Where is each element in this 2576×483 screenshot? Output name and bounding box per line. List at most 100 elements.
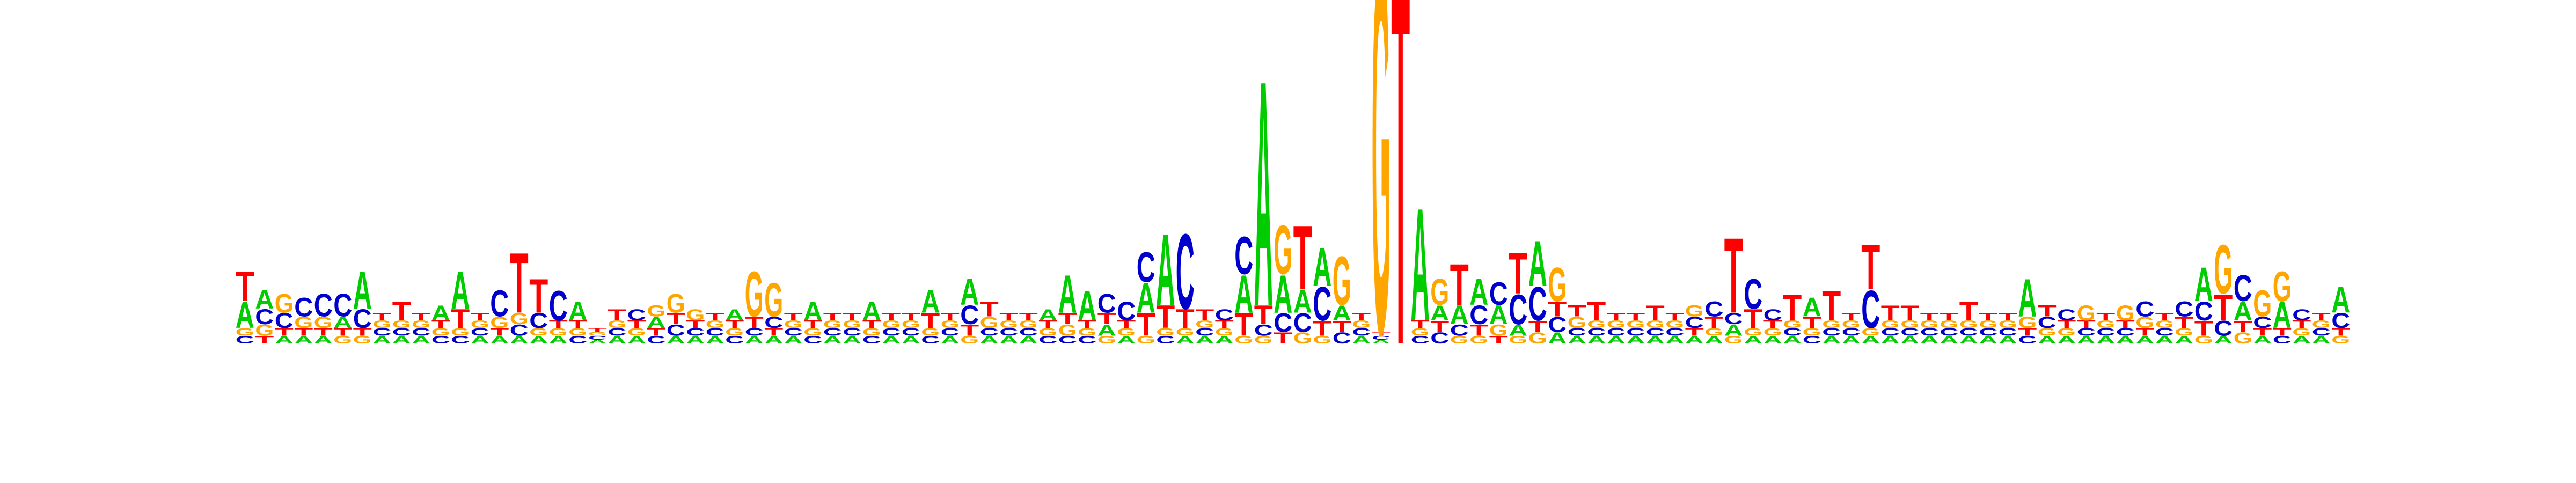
logo-letter-c: C <box>549 282 568 330</box>
logo-letter-c: C <box>1254 321 1273 339</box>
logo-letter-a: A <box>823 334 842 346</box>
logo-letter-c: C <box>588 335 607 341</box>
logo-letter-a: A <box>2253 334 2272 346</box>
logo-columns: CGATTGCAATCGATGCATGCGTACGTCAACGTACGTACGT… <box>236 0 2351 458</box>
logo-letter-c: C <box>2331 309 2350 333</box>
logo-letter-t: T <box>1842 311 1861 323</box>
logo-letter-g: G <box>2253 283 2272 325</box>
logo-letter-a: A <box>2135 334 2154 346</box>
logo-letter-a: A <box>1548 328 1567 347</box>
logo-letter-t: T <box>667 310 685 327</box>
logo-letter-t: T <box>706 311 724 323</box>
logo-letter-a: A <box>1959 334 1978 346</box>
logo-letter-g: G <box>451 326 470 338</box>
logo-letter-c: C <box>2155 326 2174 338</box>
logo-letter-a: A <box>1607 334 1626 346</box>
logo-letter-c: C <box>392 326 411 338</box>
logo-letter-g: G <box>333 334 352 346</box>
logo-letter-g: G <box>999 318 1018 330</box>
logo-letter-g: G <box>549 326 568 338</box>
logo-letter-c: C <box>1430 328 1449 347</box>
logo-letter-g: G <box>1704 326 1723 338</box>
logo-letter-g: G <box>2057 326 2076 338</box>
logo-letter-g: G <box>236 326 254 338</box>
logo-letter-g: G <box>1803 326 1821 338</box>
logo-letter-c: C <box>2312 326 2331 338</box>
logo-letter-g: G <box>1019 318 1038 330</box>
logo-letter-g: G <box>941 318 960 330</box>
logo-letter-a: A <box>1234 264 1253 324</box>
logo-letter-a: A <box>1352 334 1371 346</box>
logo-letter-t: T <box>510 236 529 331</box>
logo-letter-t: T <box>451 304 470 334</box>
logo-letter-c: C <box>1333 328 1351 347</box>
logo-letter-t: T <box>1861 231 1880 303</box>
logo-letter-t: T <box>1450 252 1469 318</box>
logo-letter-t: T <box>1254 300 1273 330</box>
logo-letter-c: C <box>314 288 333 324</box>
logo-letter-c: C <box>1234 225 1253 286</box>
logo-letter-t: T <box>392 296 411 326</box>
logo-letter-g: G <box>510 310 529 328</box>
logo-letter-t: T <box>1058 310 1077 327</box>
logo-letter-g: G <box>2273 262 2292 310</box>
logo-letter-c: C <box>1411 334 1430 346</box>
logo-letter-c: C <box>1058 334 1077 346</box>
logo-letter-t: T <box>803 319 822 331</box>
logo-letter-g: G <box>1979 318 1997 330</box>
logo-letter-a: A <box>1940 334 1958 346</box>
logo-letter-c: C <box>1724 309 1743 327</box>
logo-letter-c: C <box>823 326 842 338</box>
logo-letter-g: G <box>608 318 626 330</box>
logo-letter-g: G <box>529 326 548 338</box>
logo-letter-c: C <box>1665 326 1684 338</box>
logo-letter-g: G <box>1058 321 1077 340</box>
logo-letter-t: T <box>1333 318 1351 335</box>
logo-letter-a: A <box>2038 334 2057 346</box>
logo-letter-g: G <box>745 259 764 331</box>
logo-letter-c: C <box>843 326 861 338</box>
logo-letter-a: A <box>1117 334 1136 346</box>
logo-letter-a: A <box>686 334 705 346</box>
logo-letter-a: A <box>1920 334 1939 346</box>
logo-letter-a: A <box>2077 334 2096 346</box>
logo-letter-t: T <box>294 326 313 338</box>
logo-letter-t: T <box>275 326 294 338</box>
logo-letter-c: C <box>1999 326 2017 338</box>
logo-letter-t: T <box>1372 331 1391 337</box>
logo-letter-c: C <box>1685 313 1704 332</box>
logo-letter-a: A <box>843 334 861 346</box>
logo-letter-c: C <box>1607 326 1626 338</box>
logo-letter-a: A <box>960 270 979 313</box>
logo-letter-c: C <box>745 326 764 338</box>
logo-letter-a: A <box>999 334 1018 346</box>
logo-letter-t: T <box>941 311 960 323</box>
logo-letter-a: A <box>2331 278 2350 320</box>
logo-letter-a: A <box>2194 258 2213 312</box>
logo-letter-t: T <box>1038 319 1057 331</box>
logo-letter-t: T <box>882 311 901 323</box>
logo-letter-a: A <box>1156 213 1175 327</box>
logo-letter-c: C <box>1176 211 1195 332</box>
logo-letter-a: A <box>471 334 489 346</box>
logo-letter-g: G <box>1274 211 1292 289</box>
logo-letter-c: C <box>568 334 587 346</box>
logo-letter-g: G <box>647 302 665 320</box>
logo-letter-g: G <box>1509 334 1527 346</box>
logo-letter-g: G <box>1352 318 1371 330</box>
logo-letter-a: A <box>2116 334 2135 346</box>
logo-letter-a: A <box>647 313 665 332</box>
logo-letter-c: C <box>2273 334 2292 346</box>
logo-letter-g: G <box>1646 318 1665 330</box>
logo-letter-t: T <box>1430 318 1449 335</box>
logo-letter-a: A <box>2175 334 2193 346</box>
logo-letter-g: G <box>392 318 411 330</box>
logo-letter-a: A <box>412 334 430 346</box>
logo-letter-g: G <box>1234 334 1253 346</box>
logo-letter-g: G <box>686 306 705 324</box>
logo-letter-t: T <box>1019 311 1038 323</box>
logo-letter-g: G <box>1881 318 1900 330</box>
logo-letter-a: A <box>921 284 940 320</box>
logo-letter-g: G <box>1215 326 1234 338</box>
logo-letter-a: A <box>1411 174 1430 355</box>
